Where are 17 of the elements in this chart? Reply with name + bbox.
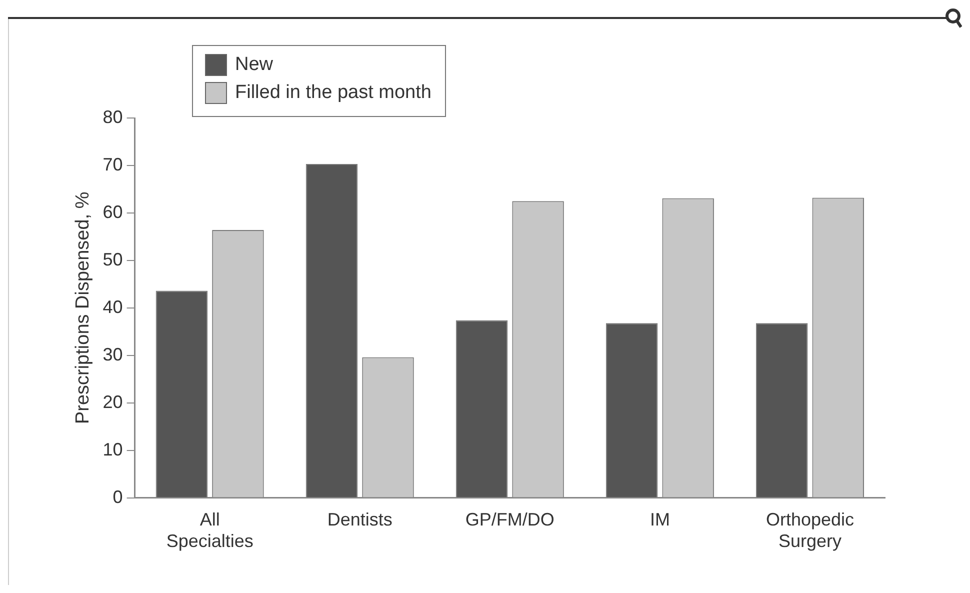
legend-label: New bbox=[235, 54, 274, 76]
y-axis-title: Prescriptions Dispensed, % bbox=[72, 192, 94, 424]
y-tick-label: 60 bbox=[102, 202, 123, 222]
y-tick-label: 80 bbox=[102, 106, 123, 127]
x-tick-label: GP/FM/DO bbox=[465, 510, 554, 530]
y-tick-label: 50 bbox=[102, 249, 123, 270]
y-tick-label: 30 bbox=[102, 344, 123, 364]
y-tick-label: 70 bbox=[102, 154, 123, 174]
x-tick-label: All Specialties bbox=[166, 510, 254, 552]
x-tick-label: Dentists bbox=[327, 510, 392, 530]
x-tick-label: Orthopedic Surgery bbox=[766, 510, 854, 552]
x-tick-label: IM bbox=[650, 510, 670, 530]
y-tick-label: 40 bbox=[102, 296, 123, 317]
legend-label: Filled in the past month bbox=[235, 82, 432, 104]
y-tick-label: 20 bbox=[102, 392, 123, 412]
y-tick-label: 0 bbox=[112, 486, 123, 507]
y-tick-label: 10 bbox=[102, 439, 123, 460]
